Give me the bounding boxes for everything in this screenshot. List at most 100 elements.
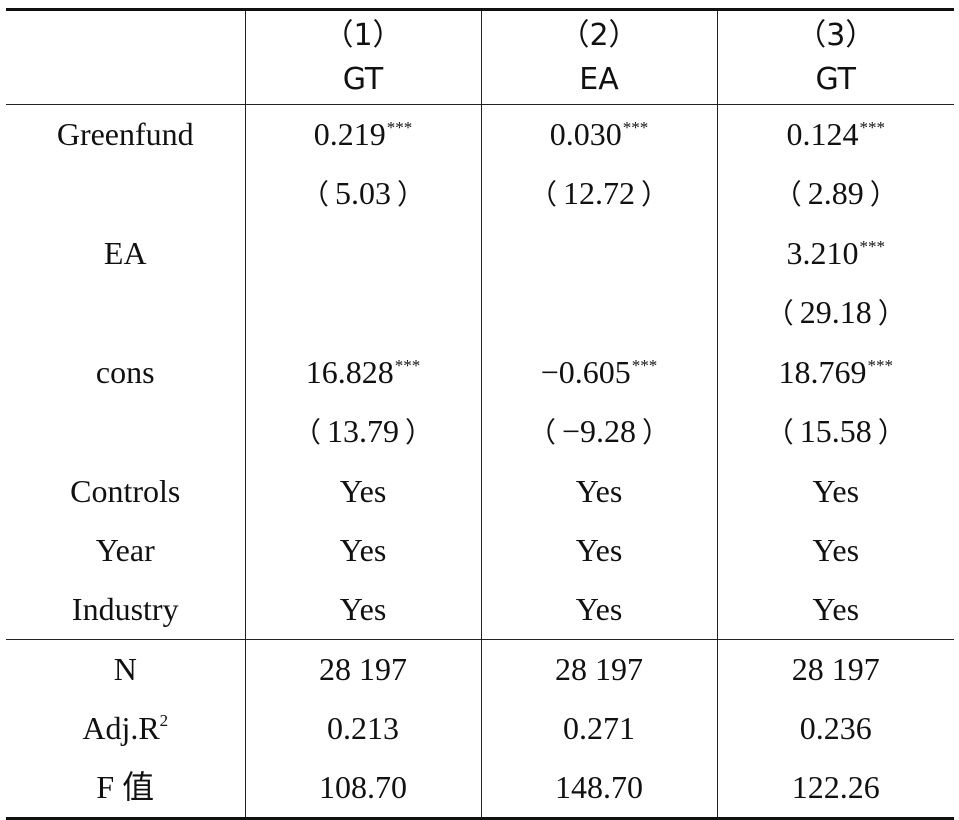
column-number: （1）	[323, 17, 403, 53]
table-cell: 148.70	[480, 758, 717, 820]
table-cell: 0.030***	[480, 104, 717, 164]
cell-value: Yes	[339, 473, 387, 509]
significance-stars: ***	[631, 356, 658, 375]
column-header: （3） GT	[716, 8, 954, 105]
table-cell: （−9.28）	[480, 402, 717, 462]
table-cell: −0.605***	[480, 343, 717, 402]
column-header: （1） GT	[244, 8, 481, 105]
cell-value: Yes	[339, 591, 387, 627]
open-paren: （	[527, 416, 556, 449]
header-corner	[6, 8, 245, 105]
table-row: cons 16.828*** −0.605*** 18.769***	[6, 343, 954, 402]
t-statistic: −9.28	[561, 413, 637, 449]
table-cell: 108.70	[244, 758, 481, 820]
row-label-text: F 值	[96, 769, 155, 805]
table-row: （29.18）	[6, 283, 954, 343]
table-cell: 122.26	[716, 758, 954, 820]
stats-row: N 28 197 28 197 28 197	[6, 639, 954, 699]
table-cell: Yes	[244, 521, 481, 580]
significance-stars: ***	[867, 356, 894, 375]
statistics-section: N 28 197 28 197 28 197 Adj.R2 0.213 0.271 0.236…	[6, 639, 954, 820]
regression-table: （1） GT （2） EA （3） GT Greenfund 0.219*** 0.…	[6, 8, 954, 820]
significance-stars: ***	[386, 118, 413, 137]
open-paren: （	[528, 178, 557, 211]
superscript: 2	[159, 711, 169, 730]
row-label: N	[6, 639, 245, 699]
t-statistic: 15.58	[799, 413, 872, 449]
table-row: Controls Yes Yes Yes	[6, 462, 954, 521]
table-cell: （29.18）	[716, 283, 954, 343]
table-cell: Yes	[716, 521, 954, 580]
table-cell: Yes	[716, 580, 954, 640]
table-cell	[244, 283, 481, 343]
cell-value: 0.030	[549, 116, 622, 152]
row-label: Industry	[71, 591, 179, 627]
table-row: Greenfund 0.219*** 0.030*** 0.124***	[6, 104, 954, 164]
row-label-text: Adj.R	[82, 710, 160, 746]
stats-row: F 值 108.70 148.70 122.26	[6, 758, 954, 820]
cell-value: Yes	[812, 591, 860, 627]
table-row: EA 3.210***	[6, 224, 954, 283]
table-cell: Yes	[480, 580, 717, 640]
table-cell: 18.769***	[716, 343, 954, 402]
open-paren: （	[773, 178, 802, 211]
row-label: Year	[95, 532, 155, 568]
open-paren: （	[300, 178, 329, 211]
table-row: （5.03）（12.72）（2.89）	[6, 164, 954, 224]
cell-value: 0.124	[786, 116, 859, 152]
table-cell: 0.271	[480, 699, 717, 758]
t-statistic: 29.18	[799, 294, 872, 330]
cell-value: Yes	[812, 473, 860, 509]
column-variable: GT	[342, 61, 384, 97]
column-header: （2） EA	[480, 8, 717, 105]
close-paren: ）	[877, 416, 906, 449]
significance-stars: ***	[394, 356, 421, 375]
table-cell	[480, 283, 717, 343]
coefficient-section: Greenfund 0.219*** 0.030*** 0.124*** （5.03）（…	[6, 104, 954, 640]
significance-stars: ***	[622, 118, 649, 137]
close-paren: ）	[641, 178, 670, 211]
column-variable: EA	[579, 61, 619, 97]
row-label	[6, 164, 245, 224]
table-cell: （12.72）	[480, 164, 717, 224]
open-paren: （	[765, 416, 794, 449]
row-label: Adj.R2	[6, 699, 245, 758]
significance-stars: ***	[859, 118, 886, 137]
cell-value: Yes	[575, 473, 623, 509]
table-cell: 0.236	[716, 699, 954, 758]
cell-value: 0.219	[313, 116, 386, 152]
table-cell: Yes	[244, 580, 481, 640]
table-cell: Yes	[480, 462, 717, 521]
cell-value: Yes	[339, 532, 387, 568]
column-number: （2）	[559, 17, 639, 53]
table-cell: （13.79）	[244, 402, 481, 462]
table-cell	[480, 224, 717, 283]
t-statistic: 13.79	[327, 413, 399, 449]
table-cell: 28 197	[480, 639, 717, 699]
cell-value: Yes	[575, 591, 623, 627]
t-statistic: 5.03	[335, 175, 391, 211]
table-cell	[244, 224, 481, 283]
close-paren: ）	[642, 416, 671, 449]
row-label: EA	[103, 235, 147, 271]
column-variable: GT	[815, 61, 856, 97]
row-label: Controls	[70, 473, 181, 509]
cell-value: 3.210	[786, 235, 859, 271]
table-header: （1） GT （2） EA （3） GT	[6, 8, 954, 105]
row-label: cons	[95, 354, 155, 390]
table-cell: 0.219***	[244, 104, 481, 164]
table-cell: （2.89）	[716, 164, 954, 224]
table-cell: （5.03）	[244, 164, 481, 224]
cell-value: −0.605	[540, 354, 631, 390]
table-cell: 0.124***	[716, 104, 954, 164]
table-row: Year Yes Yes Yes	[6, 521, 954, 580]
table-cell: Yes	[244, 462, 481, 521]
open-paren: （	[292, 416, 321, 449]
table-cell: 3.210***	[716, 224, 954, 283]
stats-row: Adj.R2 0.213 0.271 0.236	[6, 699, 954, 758]
cell-value: Yes	[575, 532, 623, 568]
table-cell: Yes	[716, 462, 954, 521]
header-row: （1） GT （2） EA （3） GT	[6, 8, 954, 105]
row-label: F 值	[6, 758, 245, 820]
close-paren: ）	[869, 178, 898, 211]
